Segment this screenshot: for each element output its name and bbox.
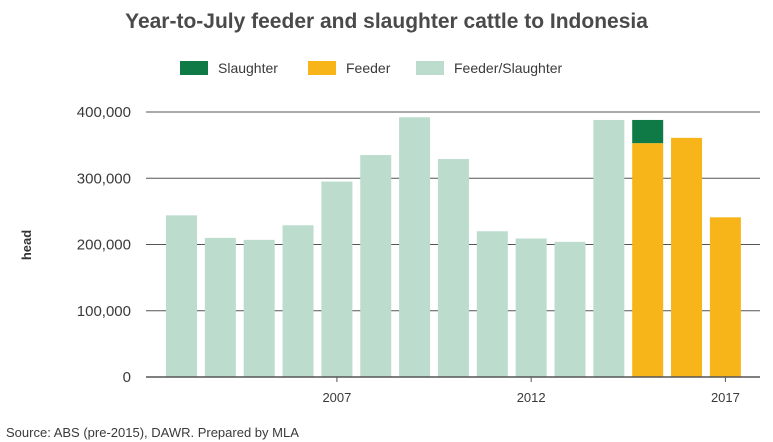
y-tick-label: 400,000 <box>77 104 131 121</box>
bar-slaughter <box>632 119 664 144</box>
bar-feeder-slaughter <box>282 225 314 377</box>
legend-item-feeder-slaughter: Feeder/Slaughter <box>416 60 562 76</box>
legend-swatch-slaughter <box>180 61 208 75</box>
bar-feeder-slaughter <box>243 239 275 377</box>
bar-feeder-slaughter <box>399 117 431 378</box>
x-tick-label: 2017 <box>711 390 740 405</box>
legend-item-slaughter: Slaughter <box>180 60 278 76</box>
bar-feeder <box>709 217 741 377</box>
y-axis-label: head <box>19 230 34 260</box>
bar-feeder-slaughter <box>204 237 236 377</box>
bar-feeder-slaughter <box>166 215 197 377</box>
y-tick-label: 300,000 <box>77 170 131 187</box>
bar-feeder-slaughter <box>593 119 625 377</box>
y-tick-label: 0 <box>123 369 131 386</box>
bar-feeder <box>632 143 664 377</box>
x-tick-label: 2012 <box>517 390 546 405</box>
bar-feeder-slaughter <box>360 155 392 377</box>
legend-swatch-feeder <box>308 61 336 75</box>
bar-feeder-slaughter <box>515 238 547 377</box>
bar-feeder-slaughter <box>437 159 469 377</box>
legend-swatch-feeder-slaughter <box>416 61 444 75</box>
y-tick-label: 100,000 <box>77 303 131 320</box>
legend-item-feeder: Feeder <box>308 60 390 76</box>
bar-feeder-slaughter <box>321 181 353 377</box>
source-note: Source: ABS (pre-2015), DAWR. Prepared b… <box>6 425 299 440</box>
bar-feeder-slaughter <box>476 231 508 377</box>
legend-label-feeder-slaughter: Feeder/Slaughter <box>454 60 563 76</box>
bar-feeder-slaughter <box>554 241 586 377</box>
chart-legend: Slaughter Feeder Feeder/Slaughter <box>0 60 773 80</box>
x-tick-label: 2007 <box>322 390 351 405</box>
legend-label-slaughter: Slaughter <box>218 60 278 76</box>
chart-title: Year-to-July feeder and slaughter cattle… <box>125 10 648 33</box>
legend-label-feeder: Feeder <box>346 60 391 76</box>
bar-feeder <box>671 137 703 377</box>
y-tick-label: 200,000 <box>77 237 131 254</box>
